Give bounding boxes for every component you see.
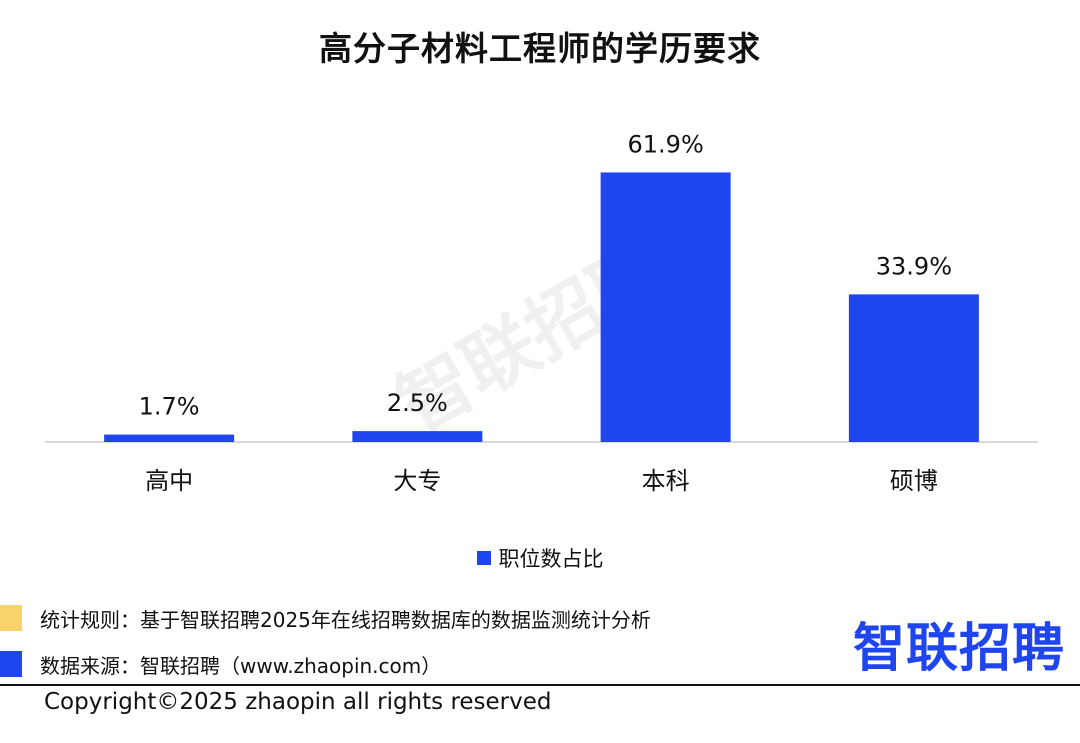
- bar-3: [848, 294, 979, 442]
- bar-0: [104, 434, 235, 442]
- copyright: Copyright©2025 zhaopin all rights reserv…: [44, 689, 552, 715]
- footnote-rule-text: 统计规则：基于智联招聘2025年在线招聘数据库的数据监测统计分析: [40, 607, 651, 632]
- x-tick-label-3: 硕博: [890, 467, 938, 495]
- footnotes: 统计规则：基于智联招聘2025年在线招聘数据库的数据监测统计分析 数据来源：智联…: [0, 595, 820, 687]
- x-tick-label-1: 大专: [393, 467, 441, 495]
- zhaopin-logo: 智联招聘: [853, 619, 1066, 679]
- legend-label: 职位数占比: [498, 547, 604, 571]
- source-marker: [0, 651, 22, 677]
- divider: [0, 684, 1080, 686]
- footnote-source: 数据来源：智联招聘（www.zhaopin.com）: [0, 641, 820, 687]
- data-label-1: 2.5%: [387, 389, 448, 417]
- chart-title: 高分子材料工程师的学历要求: [319, 29, 761, 68]
- data-label-2: 61.9%: [628, 130, 704, 158]
- bar-2: [600, 172, 731, 442]
- data-label-0: 1.7%: [139, 393, 200, 421]
- x-tick-label-0: 高中: [145, 467, 193, 495]
- bar-1: [352, 431, 483, 442]
- rule-marker: [0, 605, 22, 631]
- footnote-rule: 统计规则：基于智联招聘2025年在线招聘数据库的数据监测统计分析: [0, 595, 820, 641]
- legend: 职位数占比: [0, 543, 1080, 573]
- x-tick-label-2: 本科: [642, 467, 690, 495]
- data-label-3: 33.9%: [876, 252, 952, 280]
- footnote-source-text: 数据来源：智联招聘（www.zhaopin.com）: [40, 653, 442, 678]
- legend-swatch: [476, 551, 491, 565]
